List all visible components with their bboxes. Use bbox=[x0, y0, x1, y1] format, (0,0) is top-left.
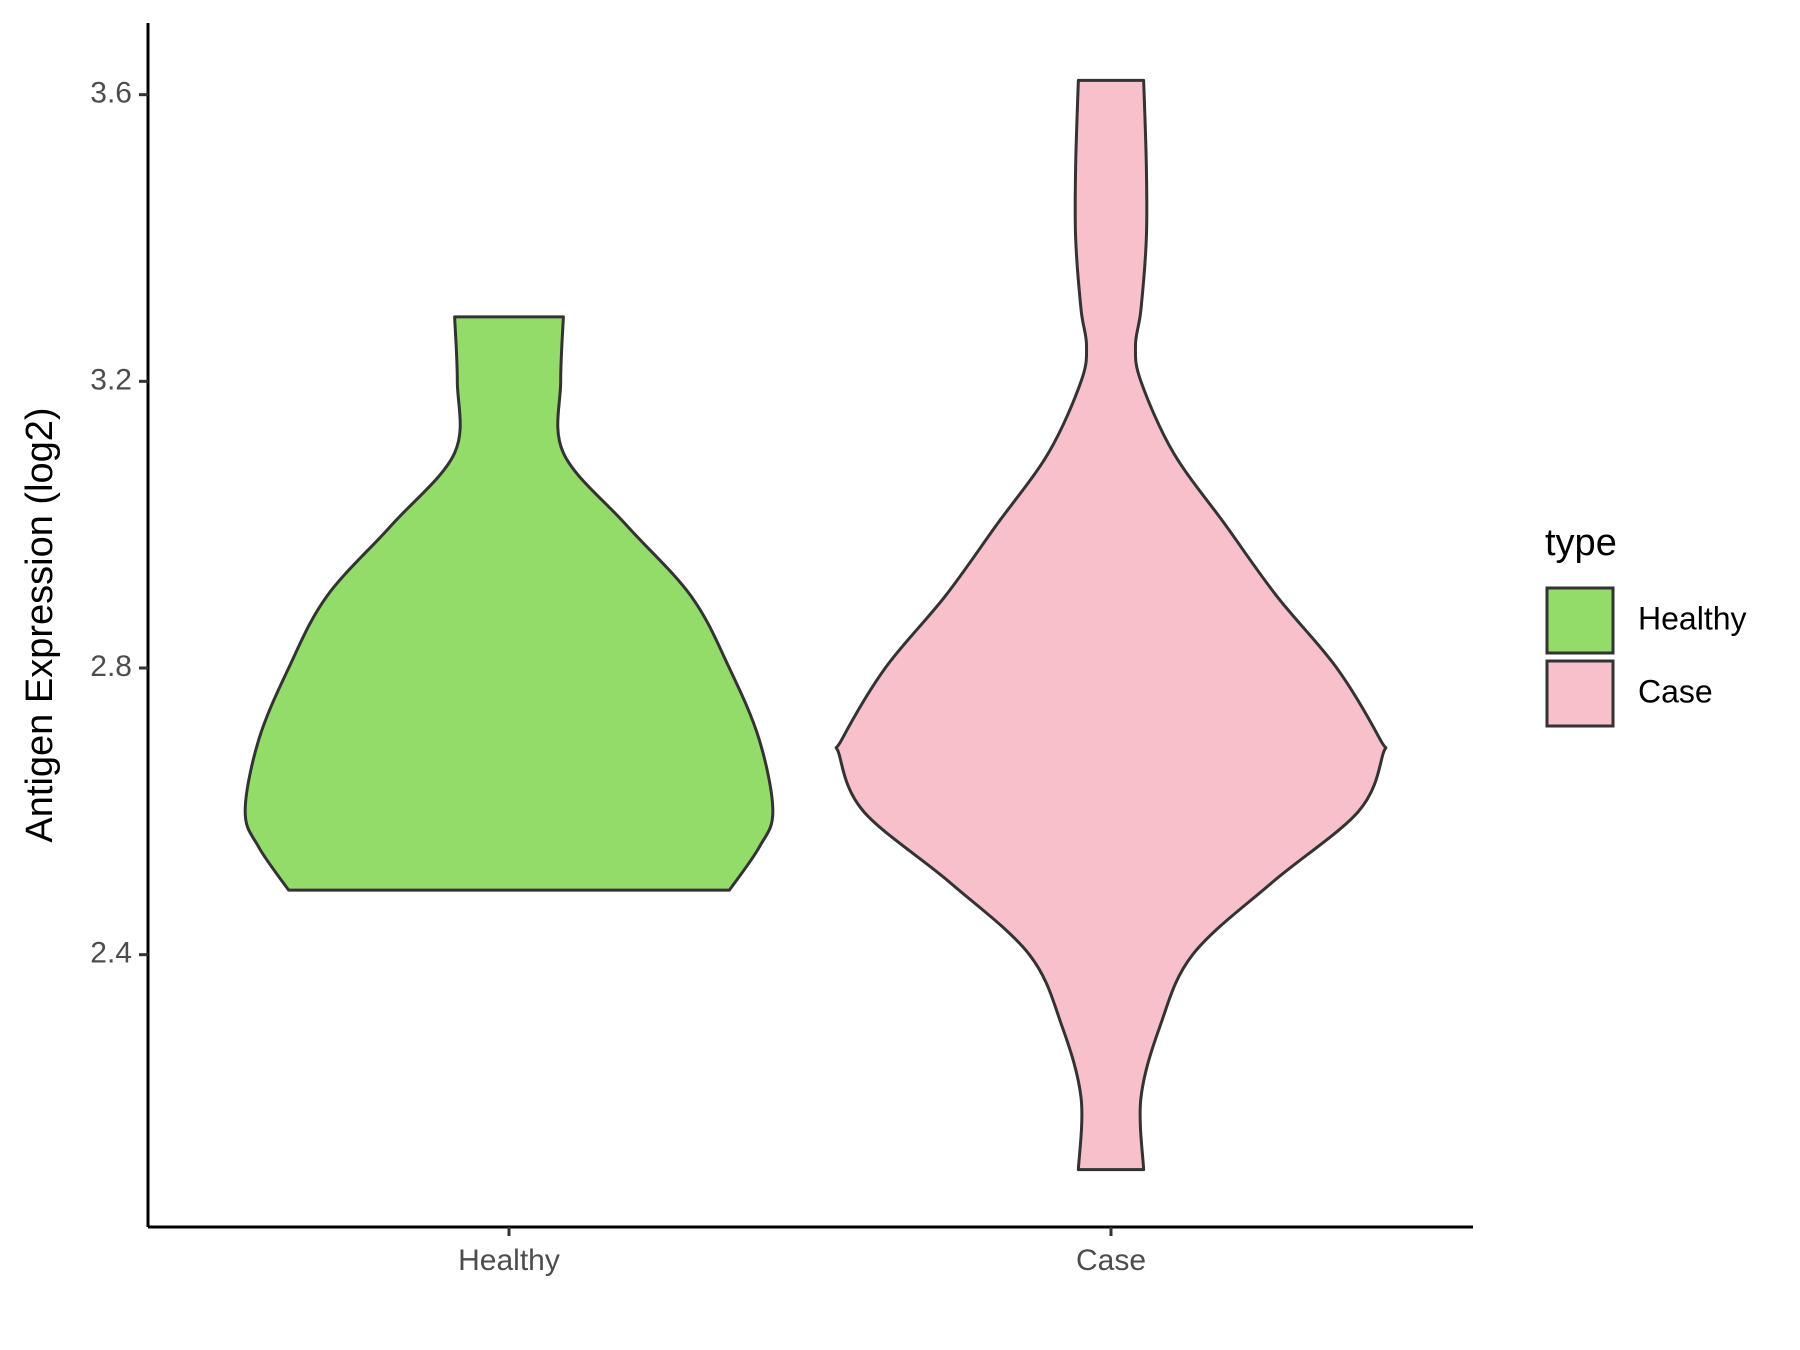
legend-title: type bbox=[1545, 522, 1617, 564]
legend-label: Case bbox=[1638, 673, 1713, 709]
legend-label: Healthy bbox=[1638, 600, 1747, 636]
y-tick-label: 2.8 bbox=[90, 650, 132, 683]
y-tick-label: 3.6 bbox=[90, 77, 132, 110]
violin bbox=[834, 78, 1388, 1172]
legend-key bbox=[1545, 586, 1615, 655]
y-axis-title: Antigen Expression (log2) bbox=[19, 407, 61, 842]
legend-key bbox=[1545, 659, 1615, 728]
x-tick-label: Healthy bbox=[458, 1244, 560, 1277]
x-tick-label: Case bbox=[1076, 1244, 1146, 1277]
violin bbox=[243, 315, 775, 892]
y-tick-label: 3.2 bbox=[90, 363, 132, 396]
y-tick-label: 2.4 bbox=[90, 937, 132, 970]
